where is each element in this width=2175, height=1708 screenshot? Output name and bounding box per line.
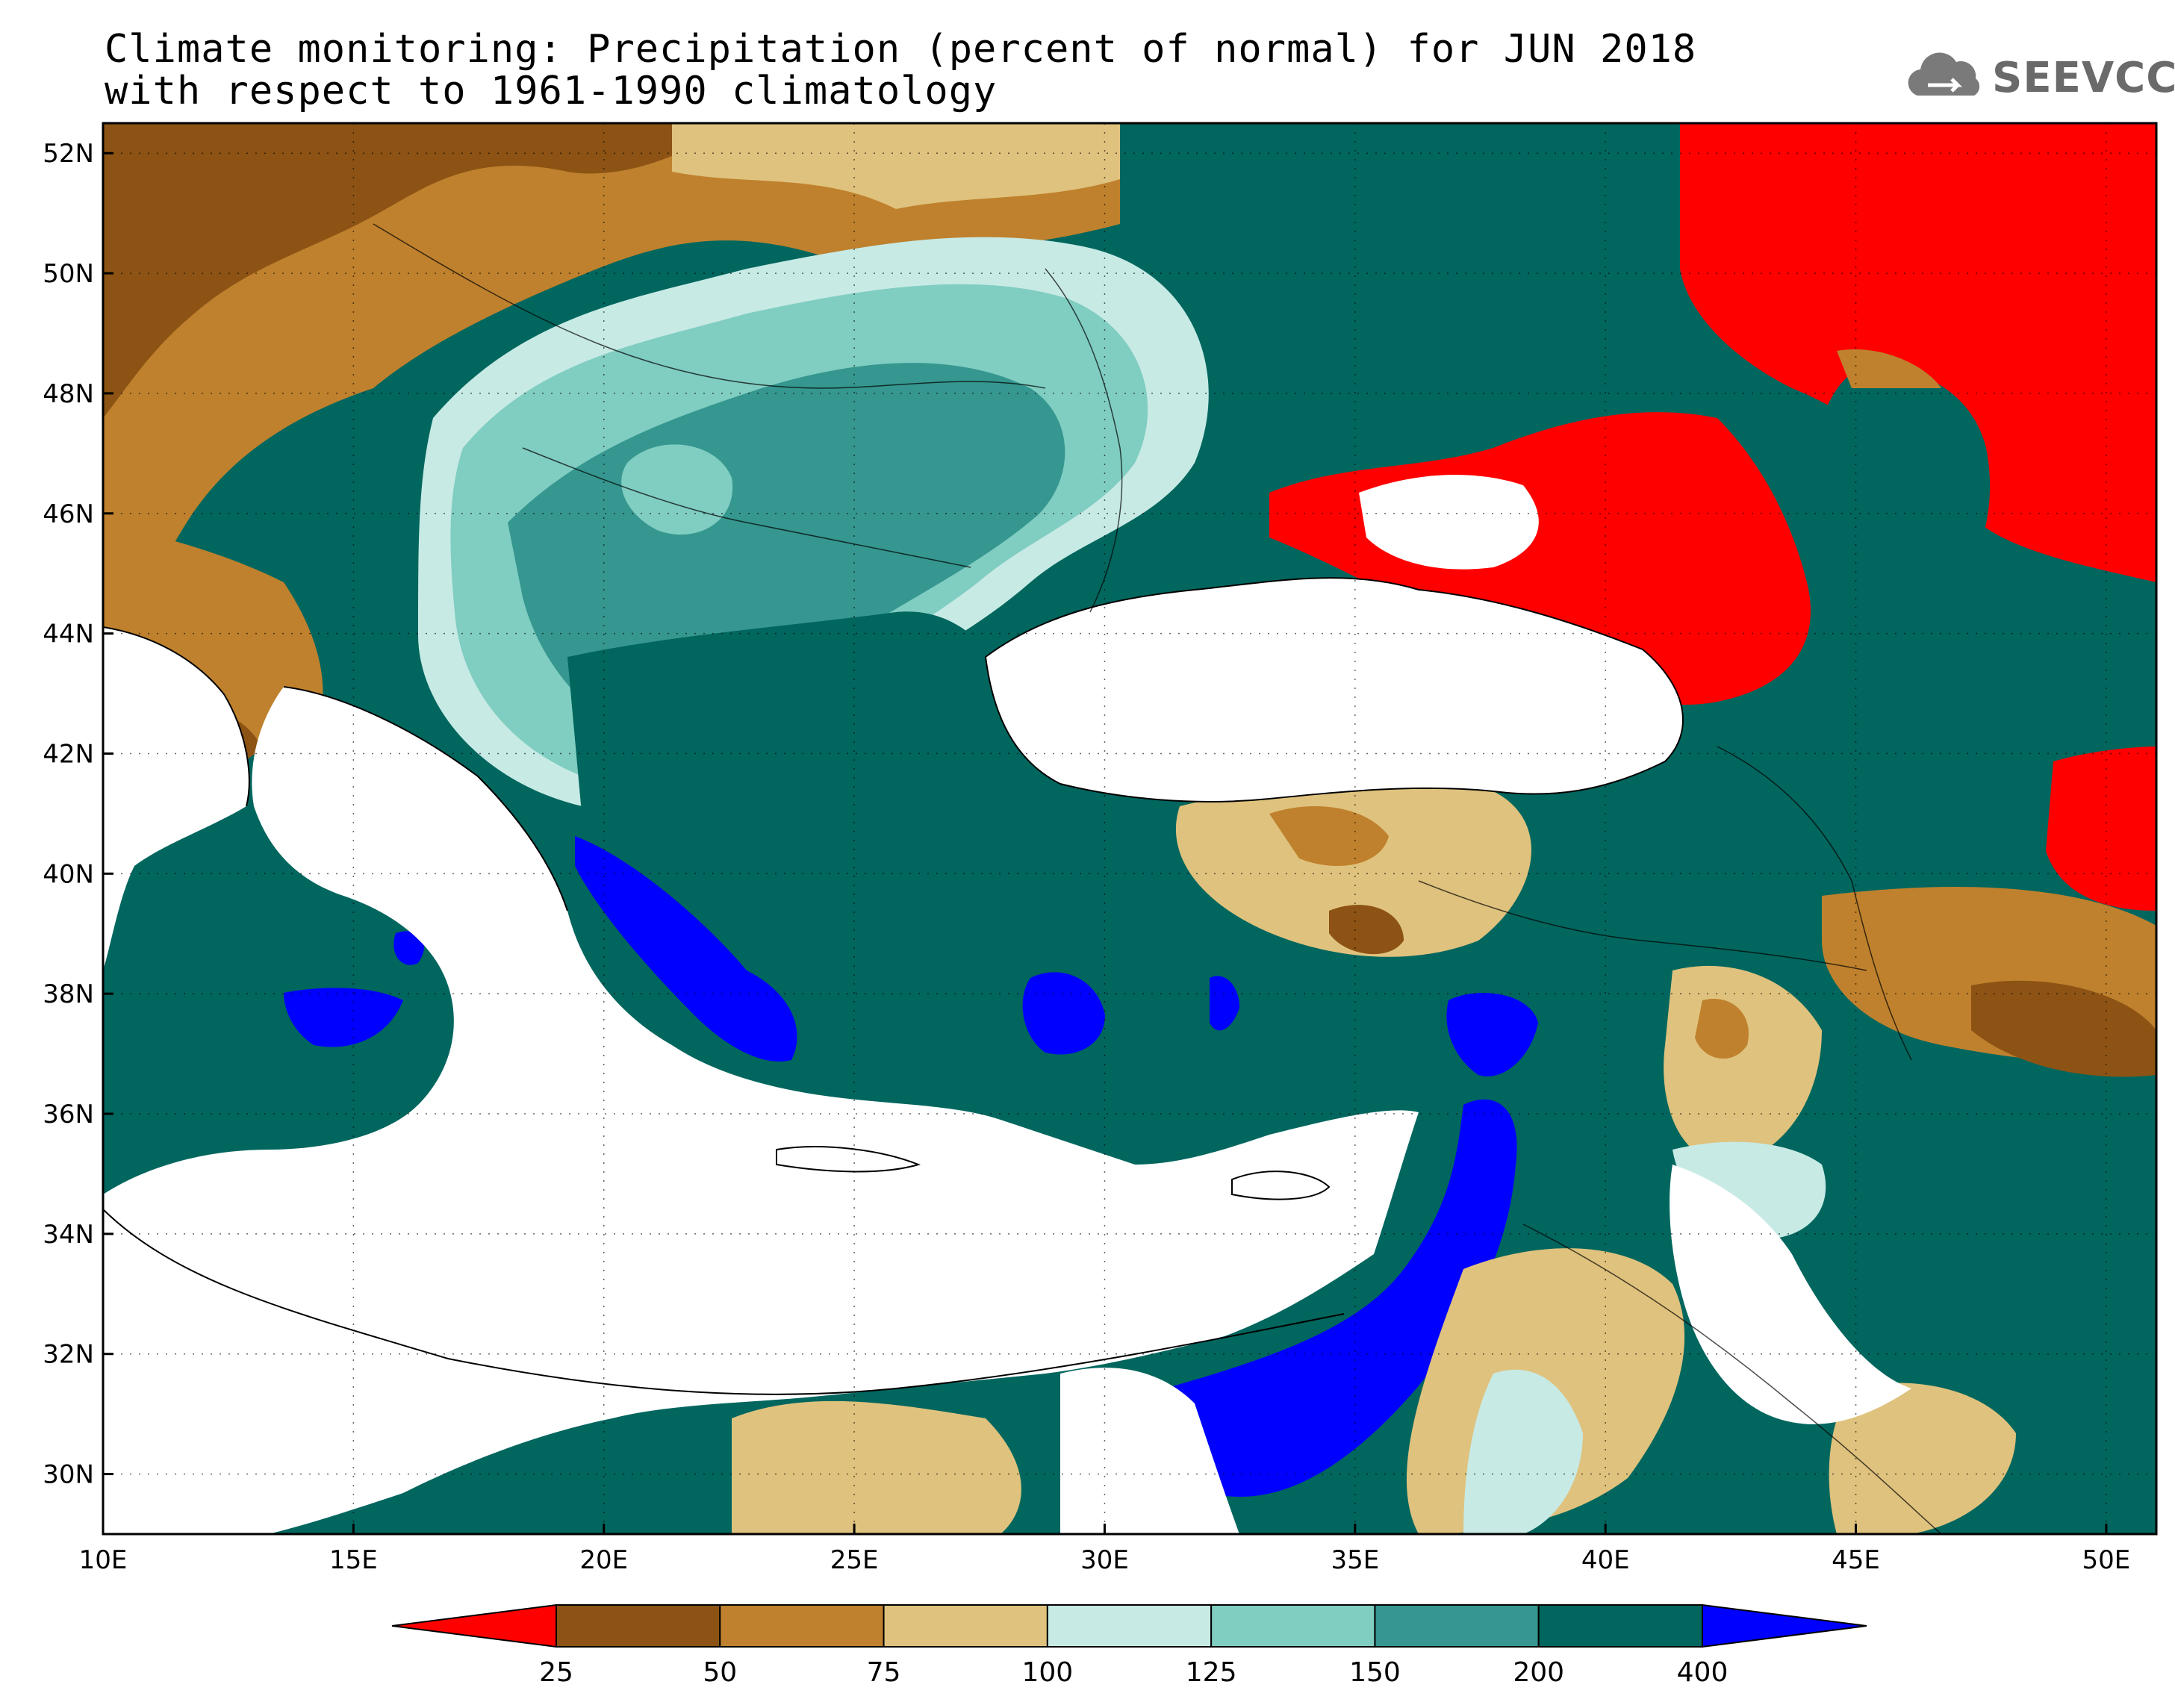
colorbar-label: 125 xyxy=(1186,1657,1237,1688)
colorbar-label: 25 xyxy=(539,1657,573,1688)
lon-tick-label: 45E xyxy=(1832,1545,1880,1575)
colorbar-segment xyxy=(1046,1604,1213,1648)
colorbar-arrow-low xyxy=(391,1603,557,1648)
lat-tick-label: 32N xyxy=(43,1340,94,1370)
lon-tick-label: 10E xyxy=(79,1545,128,1575)
map-title-line1: Climate monitoring: Precipitation (perce… xyxy=(105,27,1697,72)
colorbar-segment xyxy=(1374,1604,1540,1648)
country-borders xyxy=(373,223,1942,1534)
colorbar-label: 100 xyxy=(1021,1657,1073,1688)
lat-tick-label: 36N xyxy=(43,1100,94,1129)
map-title-line2: with respect to 1961-1990 climatology xyxy=(105,69,998,113)
lat-tick-label: 38N xyxy=(43,979,94,1009)
colorbar-label: 400 xyxy=(1677,1657,1729,1688)
lon-tick-label: 15E xyxy=(329,1545,378,1575)
lat-tick-label: 34N xyxy=(43,1220,94,1250)
colorbar-label: 75 xyxy=(867,1657,901,1688)
colorbar-label: 50 xyxy=(703,1657,737,1688)
lon-tick-label: 30E xyxy=(1080,1545,1129,1575)
colorbar-segment xyxy=(1210,1604,1376,1648)
seevccc-logo: SEEVCCC xyxy=(1902,48,2175,110)
map-frame xyxy=(102,122,2158,1536)
latitude-axis: 52N 50N 48N 46N 44N 42N 40N 38N 36N 34N 32N 30N xyxy=(43,139,113,1490)
lat-tick-label: 46N xyxy=(43,499,94,529)
lat-tick-label: 44N xyxy=(43,620,94,649)
cloud-icon xyxy=(1908,52,1980,96)
lat-tick-label: 52N xyxy=(43,139,94,169)
colorbar-label: 150 xyxy=(1349,1657,1401,1688)
lon-tick-label: 50E xyxy=(2082,1545,2131,1575)
colorbar-segment xyxy=(556,1604,721,1648)
lon-tick-label: 20E xyxy=(579,1545,628,1575)
lat-tick-label: 40N xyxy=(43,859,94,889)
coastlines xyxy=(103,577,1684,1395)
lon-tick-label: 35E xyxy=(1331,1545,1379,1575)
colorbar-segment xyxy=(883,1604,1048,1648)
colorbar-segment xyxy=(719,1604,885,1648)
map-field xyxy=(103,123,2156,1534)
lon-tick-label: 40E xyxy=(1581,1545,1630,1575)
colorbar-segment xyxy=(1537,1604,1704,1648)
lat-tick-label: 48N xyxy=(43,379,94,409)
colorbar-arrow-high xyxy=(1702,1603,1867,1648)
logo-text: SEEVCCC xyxy=(1992,54,2175,102)
colorbar: 25 50 75 100 125 150 200 400 xyxy=(391,1603,1867,1688)
lat-tick-label: 50N xyxy=(43,259,94,289)
colorbar-label: 200 xyxy=(1513,1657,1564,1688)
lat-tick-label: 42N xyxy=(43,739,94,769)
lat-tick-label: 30N xyxy=(43,1460,94,1490)
lon-tick-label: 25E xyxy=(830,1545,879,1575)
longitude-axis: 10E 15E 20E 25E 30E 35E 40E 45E 50E xyxy=(79,1524,2131,1575)
